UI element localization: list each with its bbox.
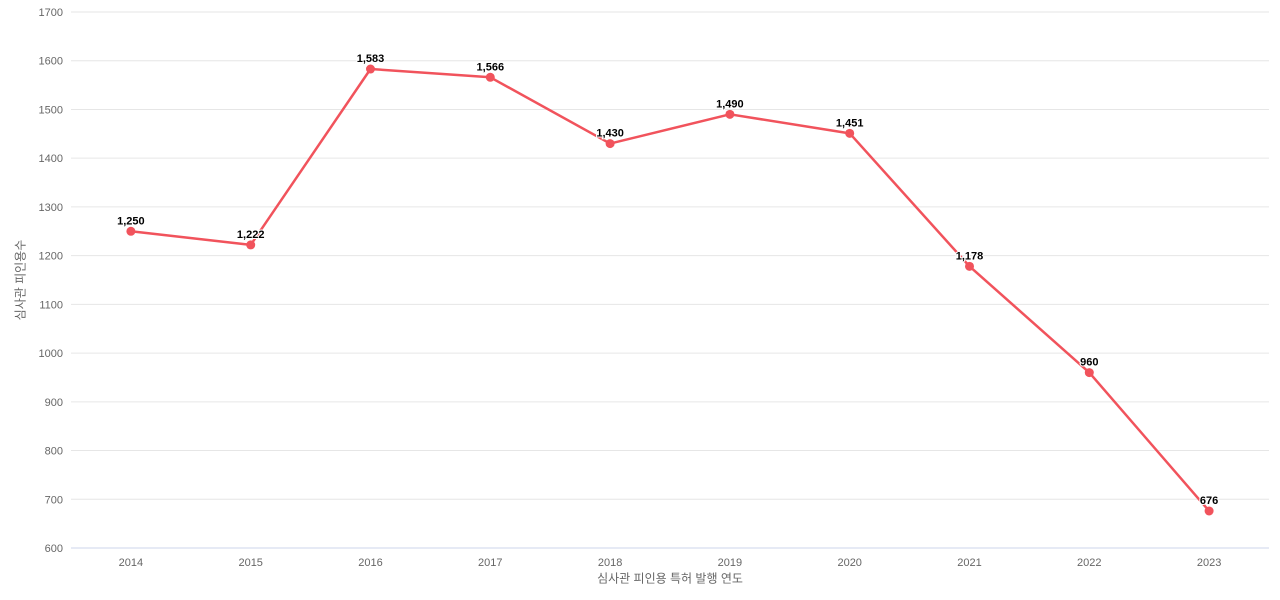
series-line <box>129 67 1211 513</box>
data-point[interactable] <box>366 64 375 74</box>
data-point-label: 1,566 <box>477 61 505 73</box>
y-tick-label: 900 <box>45 397 63 409</box>
data-point-label: 1,583 <box>357 53 385 65</box>
x-tick-label: 2022 <box>1077 557 1101 569</box>
y-tick-label: 1100 <box>39 299 63 311</box>
x-axis-title: 심사관 피인용 특허 발행 연도 <box>597 571 743 586</box>
y-axis-title: 심사관 피인용수 <box>13 239 28 321</box>
data-point[interactable] <box>725 109 735 119</box>
x-tick-label: 2016 <box>358 557 382 569</box>
x-tick-label: 2019 <box>718 557 742 569</box>
y-tick-label: 1000 <box>39 348 63 360</box>
data-point-label: 1,250 <box>117 215 145 227</box>
data-point-label: 1,430 <box>596 128 624 140</box>
y-tick-label: 1600 <box>39 56 63 68</box>
data-point[interactable] <box>605 139 615 149</box>
x-tick-label: 2020 <box>837 557 861 569</box>
y-tick-label: 600 <box>45 543 63 555</box>
x-tick-label: 2023 <box>1197 557 1221 569</box>
data-point-label: 1,490 <box>716 98 744 110</box>
y-tick-label: 1700 <box>39 7 63 19</box>
y-tick-label: 1300 <box>39 202 63 214</box>
data-point-label: 1,222 <box>237 229 265 241</box>
y-tick-label: 800 <box>45 446 63 458</box>
x-tick-label: 2018 <box>598 557 622 569</box>
x-tick-label: 2014 <box>119 557 143 569</box>
data-point-label: 1,178 <box>956 250 984 262</box>
data-point[interactable] <box>1084 368 1094 378</box>
data-point[interactable] <box>246 240 256 250</box>
x-tick-label: 2015 <box>238 557 262 569</box>
data-point-label: 1,451 <box>836 117 864 129</box>
data-point[interactable] <box>1204 506 1214 516</box>
y-tick-label: 1200 <box>39 251 63 263</box>
x-tick-label: 2021 <box>957 557 981 569</box>
y-tick-label: 1500 <box>39 104 63 116</box>
data-point[interactable] <box>485 72 495 82</box>
y-tick-label: 1400 <box>39 153 63 165</box>
data-point[interactable] <box>126 226 136 236</box>
data-point[interactable] <box>845 128 855 138</box>
x-tick-label: 2017 <box>478 557 502 569</box>
data-point-label: 960 <box>1080 357 1098 369</box>
data-point[interactable] <box>965 261 974 271</box>
data-point-label: 676 <box>1200 495 1218 507</box>
y-tick-label: 700 <box>45 494 63 506</box>
